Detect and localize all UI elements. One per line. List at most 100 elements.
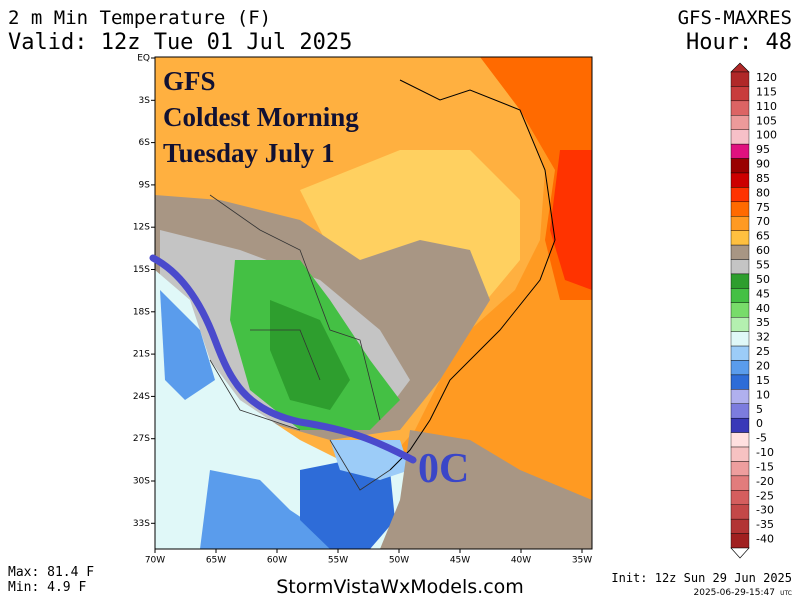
- latitude-label: 3S: [139, 96, 151, 106]
- annotation-line: Coldest Morning: [163, 102, 359, 132]
- legend-swatch: [730, 71, 750, 87]
- legend-label: -5: [756, 432, 767, 445]
- borders: [209, 194, 391, 491]
- legend-label: 80: [756, 186, 770, 199]
- model-name: GFS-MAXRES: [678, 7, 792, 29]
- legend-swatch: [730, 230, 750, 246]
- hot-field: [550, 150, 592, 290]
- legend-label: 15: [756, 374, 770, 387]
- legend-label: 45: [756, 287, 770, 300]
- legend-label: 60: [756, 244, 770, 257]
- legend-label: 32: [756, 331, 770, 344]
- legend-swatch: [730, 259, 750, 275]
- legend-label: 25: [756, 345, 770, 358]
- legend-swatch: [730, 331, 750, 347]
- forecast-hour: Hour: 48: [686, 30, 792, 55]
- legend-label: 10: [756, 388, 770, 401]
- legend-label: 100: [756, 129, 777, 142]
- annotation-line: Tuesday July 1: [163, 138, 335, 168]
- legend-label: -35: [756, 518, 774, 531]
- latitude-label: 21S: [133, 350, 150, 360]
- legend-label: 40: [756, 302, 770, 315]
- timestamp-unit: UTC: [780, 590, 792, 597]
- legend-label: 35: [756, 316, 770, 329]
- legend-swatch: [730, 417, 750, 433]
- legend-swatch: [730, 317, 750, 332]
- legend-swatch: [730, 518, 750, 534]
- map-frame: [154, 56, 593, 550]
- longitude-label: 60W: [267, 556, 287, 566]
- legend-swatch: [730, 244, 750, 260]
- max-value: Max: 81.4 F: [8, 565, 94, 580]
- legend-label: 5: [756, 403, 763, 416]
- map: GFS Coldest Morning Tuesday July 1 0C EQ…: [133, 54, 593, 566]
- product-title: 2 m Min Temperature (F): [8, 7, 271, 29]
- legend-swatch: [730, 432, 750, 448]
- southern-ocean-field: [380, 430, 592, 549]
- legend-label: 70: [756, 215, 770, 228]
- legend-label: -15: [756, 460, 774, 473]
- legend-swatch: [730, 216, 750, 231]
- legend-label: -10: [756, 446, 774, 459]
- legend-label: 55: [756, 259, 770, 272]
- legend-swatch: [730, 389, 750, 404]
- freezing-line: [149, 254, 417, 464]
- legend-swatch: [730, 187, 750, 203]
- longitude-label: 45W: [450, 556, 470, 566]
- legend-swatch: [730, 504, 750, 520]
- timestamp: 2025-06-29-15:47: [694, 588, 776, 598]
- legend-swatch: [730, 360, 750, 376]
- latitude-label: 24S: [133, 392, 150, 402]
- longitude-label: 40W: [511, 556, 531, 566]
- legend-swatch: [730, 374, 750, 390]
- latitude-label: 6S: [139, 138, 151, 148]
- legend-label: 50: [756, 273, 770, 286]
- legend-swatch: [730, 129, 750, 145]
- legend-label: -40: [756, 533, 774, 546]
- legend-swatch: [730, 490, 750, 505]
- legend-swatch: [730, 533, 750, 549]
- legend-label: 115: [756, 85, 777, 98]
- legend-label: 85: [756, 172, 770, 185]
- legend-swatch: [730, 158, 750, 174]
- latitude-label: 33S: [133, 519, 150, 529]
- latitude-label: 27S: [133, 434, 150, 444]
- legend-swatch: [730, 86, 750, 102]
- cold-field-north: [160, 290, 215, 400]
- legend-swatch: [730, 461, 750, 477]
- latitude-label: 9S: [139, 180, 151, 190]
- legend-label: 75: [756, 201, 770, 214]
- legend-label: 110: [756, 100, 777, 113]
- longitude-label: 65W: [206, 556, 226, 566]
- longitude-label: 55W: [328, 556, 348, 566]
- legend-label: 65: [756, 230, 770, 243]
- coastline: [389, 79, 556, 471]
- legend-label: -30: [756, 504, 774, 517]
- legend-swatch: [730, 288, 750, 303]
- legend-swatch: [730, 115, 750, 130]
- legend-swatch: [730, 302, 750, 318]
- color-legend: 1201151101051009590858075706560555045403…: [730, 62, 777, 559]
- legend-swatch: [730, 100, 750, 116]
- freezing-label: 0C: [418, 446, 469, 492]
- longitude-label: 70W: [145, 556, 165, 566]
- legend-label: -25: [756, 489, 774, 502]
- legend-arrow-bottom: [730, 547, 750, 559]
- latitude-label: EQ: [137, 54, 150, 64]
- latitude-label: 18S: [133, 307, 150, 317]
- legend-label: 95: [756, 143, 770, 156]
- cold-field-south: [200, 470, 330, 549]
- legend-swatch: [730, 143, 750, 159]
- legend-label: 105: [756, 114, 777, 127]
- valid-time: Valid: 12z Tue 01 Jul 2025: [8, 30, 352, 55]
- legend-swatch: [730, 475, 750, 491]
- latitude-label: 15S: [133, 265, 150, 275]
- init-time: Init: 12z Sun 29 Jun 2025: [611, 571, 792, 585]
- legend-label: -20: [756, 475, 774, 488]
- site-name: StormVistaWxModels.com: [276, 576, 524, 598]
- legend-swatch: [730, 273, 750, 289]
- legend-swatch: [730, 403, 750, 419]
